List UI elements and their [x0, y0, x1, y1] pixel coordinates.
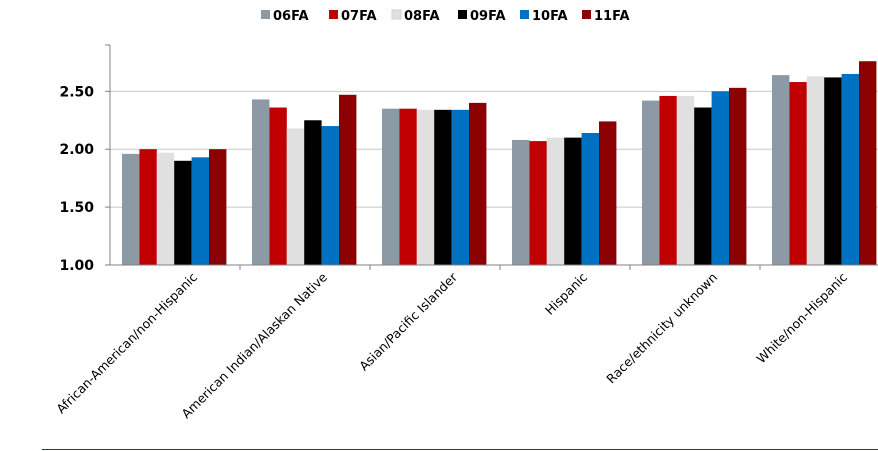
bar-07FA-1	[269, 107, 287, 266]
x-tick-label: Race/ethnicity unknown	[603, 270, 720, 387]
legend-label-10FA: 10FA	[532, 9, 568, 24]
legend-label-07FA: 07FA	[341, 9, 377, 24]
bar-09FA-2	[434, 109, 452, 265]
bar-11FA-4	[729, 87, 747, 265]
legend-swatch-08FA	[391, 9, 402, 20]
y-tick-label: 2.00	[59, 142, 94, 158]
bar-06FA-5	[772, 75, 790, 266]
x-tick-label: American Indian/Alaskan Native	[178, 269, 330, 421]
bar-10FA-5	[841, 73, 859, 266]
bar-08FA-1	[286, 128, 305, 265]
y-tick-label: 2.50	[59, 84, 94, 100]
bar-08FA-3	[546, 137, 565, 265]
bar-09FA-0	[174, 160, 192, 265]
bar-06FA-4	[642, 100, 660, 265]
legend-label-09FA: 09FA	[470, 9, 506, 24]
footer-rule	[42, 449, 878, 450]
bar-11FA-1	[339, 94, 357, 265]
legend-label-08FA: 08FA	[404, 9, 440, 24]
bar-06FA-3	[512, 139, 530, 265]
gridlines	[110, 90, 878, 208]
legend-swatch-11FA	[582, 10, 591, 19]
bar-09FA-4	[694, 107, 712, 266]
bar-11FA-5	[859, 61, 877, 265]
y-axis-ticks: 1.00 1.50 2.00 2.50	[59, 44, 110, 274]
bar-08FA-0	[156, 152, 175, 265]
bar-10FA-1	[321, 126, 339, 265]
bar-09FA-5	[824, 77, 842, 265]
legend-swatch-07FA	[329, 10, 338, 19]
bar-10FA-4	[711, 91, 729, 265]
bar-10FA-0	[191, 157, 209, 265]
bar-07FA-4	[659, 95, 677, 266]
x-tick-label: Hispanic	[542, 269, 590, 317]
bar-07FA-0	[139, 149, 157, 265]
bar-10FA-3	[581, 133, 599, 265]
legend-label-11FA: 11FA	[594, 9, 630, 24]
bars	[122, 61, 877, 266]
axes	[109, 45, 878, 266]
bar-06FA-1	[252, 99, 270, 265]
bar-09FA-1	[304, 120, 322, 266]
y-tick-label: 1.50	[59, 200, 94, 216]
bar-08FA-5	[806, 76, 825, 266]
bar-08FA-4	[676, 95, 695, 266]
bar-06FA-0	[122, 153, 140, 265]
legend: 06FA 07FA 08FA 09FA 10FA 11FA	[261, 9, 630, 24]
bar-07FA-5	[789, 82, 807, 265]
bar-06FA-2	[382, 108, 400, 266]
legend-swatch-09FA	[458, 10, 467, 19]
x-tick-label: African-American/non-Hispanic	[53, 269, 200, 416]
bar-11FA-3	[599, 121, 617, 265]
bar-11FA-2	[469, 102, 487, 265]
x-tick-label: Asian/Pacific Islander	[356, 269, 461, 374]
y-tick-label: 1.00	[59, 258, 94, 274]
bar-08FA-2	[416, 109, 435, 265]
bar-10FA-2	[451, 109, 469, 265]
bar-11FA-0	[209, 149, 227, 265]
legend-swatch-06FA	[261, 10, 270, 19]
legend-swatch-10FA	[520, 10, 529, 19]
bar-09FA-3	[564, 137, 582, 265]
bar-07FA-2	[399, 108, 417, 266]
legend-label-06FA: 06FA	[273, 9, 309, 24]
bar-07FA-3	[529, 141, 547, 265]
x-tick-label: White/non-Hispanic	[753, 269, 850, 366]
